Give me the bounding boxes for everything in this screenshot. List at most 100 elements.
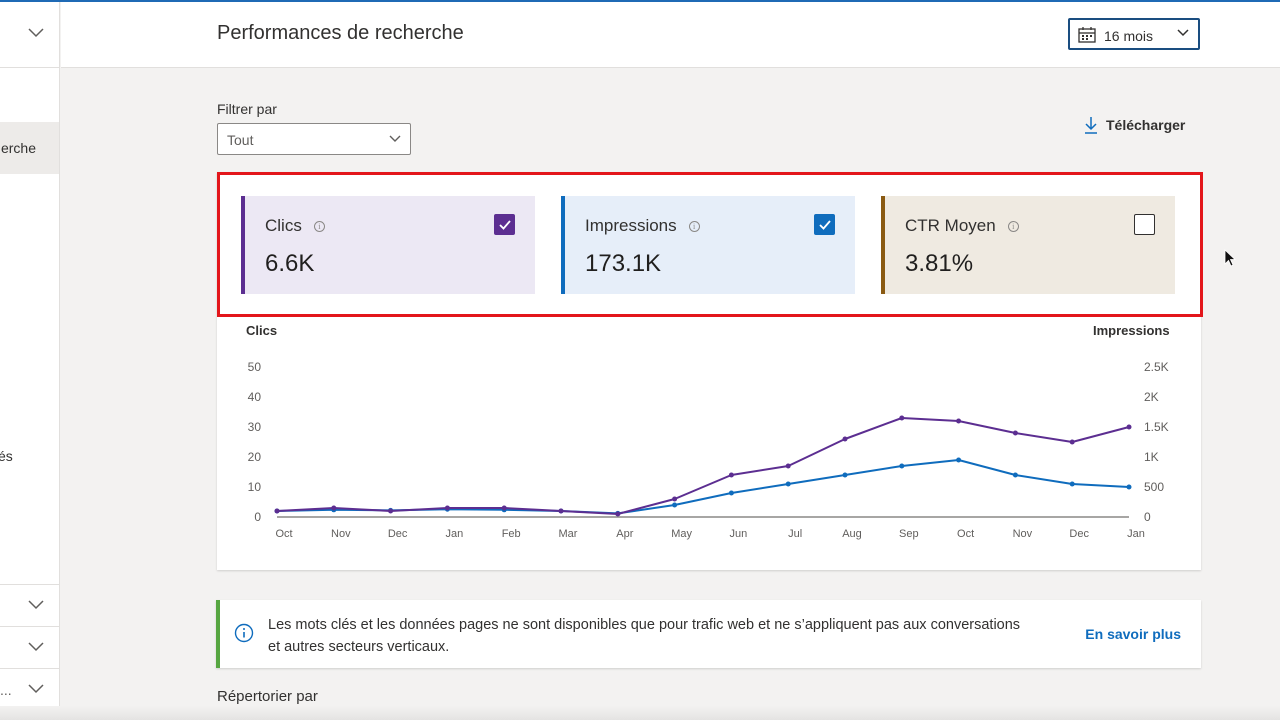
left-axis-tick-label: 30 xyxy=(248,420,262,434)
sidebar-divider xyxy=(0,626,59,627)
data-point-clics xyxy=(558,508,564,514)
data-point-clics xyxy=(785,463,791,469)
left-axis-title: Clics xyxy=(246,323,278,338)
data-point-clics xyxy=(615,511,621,517)
x-axis-tick-label: Nov xyxy=(331,528,351,540)
performance-line-chart[interactable]: 50 40 30 20 10 0 2.5K 2K 1.5K 1K 500 0 Oct Nov Dec Jan F… xyxy=(217,340,1201,550)
data-point-clics xyxy=(444,505,450,511)
sidebar-item-label: erche xyxy=(0,140,36,156)
data-point-impressions xyxy=(899,463,905,469)
chevron-down-icon[interactable] xyxy=(28,28,44,38)
x-axis-tick-label: Jan xyxy=(1127,528,1145,540)
mouse-cursor-icon xyxy=(1224,249,1237,267)
metric-checkbox-clics[interactable] xyxy=(494,214,515,235)
data-point-clics xyxy=(842,436,848,442)
data-point-clics xyxy=(899,415,905,421)
right-axis-tick-label: 2K xyxy=(1144,390,1159,404)
x-axis-tick-label: Sep xyxy=(899,528,919,540)
data-point-clics xyxy=(501,505,507,511)
info-icon[interactable]: i xyxy=(688,220,700,232)
data-point-impressions xyxy=(785,481,791,487)
metric-name-row: Impressions i xyxy=(585,216,700,236)
metric-value: 6.6K xyxy=(265,250,315,277)
metric-card-impressions[interactable]: Impressions i 173.1K xyxy=(561,196,855,294)
series-line-clics xyxy=(276,417,1130,515)
x-axis-tick-label: Oct xyxy=(957,528,974,540)
info-notice: Les mots clés et les données pages ne so… xyxy=(216,600,1201,668)
data-point-clics xyxy=(331,505,337,511)
metric-value: 3.81% xyxy=(905,250,974,277)
sidebar-item-keywords[interactable]: és xyxy=(0,448,13,464)
sidebar-divider xyxy=(0,584,59,585)
info-circle-icon xyxy=(234,623,254,643)
sidebar-item-search-performance[interactable]: erche xyxy=(0,122,59,174)
data-point-impressions xyxy=(842,472,848,478)
data-point-clics xyxy=(274,508,280,514)
left-axis-tick-label: 50 xyxy=(248,360,262,374)
sidebar-divider xyxy=(0,668,59,669)
x-axis-tick-label: Jul xyxy=(788,528,802,540)
data-point-clics xyxy=(388,508,394,514)
metric-name: CTR Moyen xyxy=(905,216,996,235)
x-axis-tick-label: Feb xyxy=(502,528,521,540)
chevron-down-icon[interactable] xyxy=(28,684,44,694)
filter-dropdown[interactable]: Tout xyxy=(217,123,411,155)
metric-name: Clics xyxy=(265,216,302,235)
bottom-fade xyxy=(0,706,1280,720)
data-point-clics xyxy=(956,418,962,424)
x-axis-tick-label: Mar xyxy=(559,528,578,540)
x-axis-tick-label: Oct xyxy=(275,528,292,540)
x-axis-tick-label: Jun xyxy=(730,528,748,540)
list-by-label: Répertorier par xyxy=(217,688,318,705)
left-axis-tick-label: 0 xyxy=(254,510,261,524)
sidebar-header xyxy=(0,2,59,68)
period-label: 16 mois xyxy=(1104,28,1154,44)
x-axis-tick-label: May xyxy=(671,528,692,540)
checkmark-icon xyxy=(818,219,831,230)
info-icon[interactable]: i xyxy=(313,220,325,232)
metric-name-row: CTR Moyen i xyxy=(905,216,1019,236)
metric-card-clics[interactable]: Clics i 6.6K xyxy=(241,196,535,294)
period-selector[interactable]: 16 mois xyxy=(1068,18,1200,50)
info-icon[interactable]: i xyxy=(1007,220,1019,232)
data-point-clics xyxy=(1069,439,1075,445)
learn-more-link[interactable]: En savoir plus xyxy=(1085,626,1181,642)
chevron-down-icon[interactable] xyxy=(28,642,44,652)
x-axis-tick-label: Nov xyxy=(1013,528,1033,540)
download-button[interactable]: Télécharger xyxy=(1084,116,1185,134)
annotation-highlight-box xyxy=(217,172,1203,317)
download-icon xyxy=(1085,117,1097,134)
sidebar-truncated-label: ... xyxy=(0,682,12,698)
checkmark-icon xyxy=(498,219,511,230)
chevron-down-icon[interactable] xyxy=(28,600,44,610)
left-axis-tick-label: 10 xyxy=(248,480,262,494)
metric-checkbox-impressions[interactable] xyxy=(814,214,835,235)
data-point-impressions xyxy=(1012,472,1018,478)
x-axis-tick-label: Jan xyxy=(446,528,464,540)
right-axis-title: Impressions xyxy=(1093,323,1170,338)
data-point-clics xyxy=(1012,430,1018,436)
right-axis-tick-label: 0 xyxy=(1144,510,1151,524)
right-axis-tick-label: 1K xyxy=(1144,450,1159,464)
metric-name-row: Clics i xyxy=(265,216,325,236)
data-point-impressions xyxy=(1126,484,1132,490)
left-axis-tick-label: 40 xyxy=(248,390,262,404)
metric-checkbox-ctr[interactable] xyxy=(1134,214,1155,235)
filter-label: Filtrer par xyxy=(217,101,277,117)
x-axis-tick-label: Dec xyxy=(388,528,408,540)
x-axis-tick-label: Aug xyxy=(842,528,862,540)
chevron-down-icon xyxy=(1177,29,1189,37)
metric-value: 173.1K xyxy=(585,250,662,277)
metric-card-ctr[interactable]: CTR Moyen i 3.81% xyxy=(881,196,1175,294)
x-axis-tick-label: Apr xyxy=(616,528,633,540)
right-axis-tick-label: 1.5K xyxy=(1144,420,1169,434)
top-accent-bar xyxy=(0,0,1280,2)
right-axis-tick-label: 500 xyxy=(1144,480,1164,494)
notice-text: Les mots clés et les données pages ne so… xyxy=(268,617,1021,655)
left-axis-tick-label: 20 xyxy=(248,450,262,464)
download-label: Télécharger xyxy=(1106,117,1186,133)
data-point-impressions xyxy=(728,490,734,496)
sidebar: erche és ... xyxy=(0,2,60,720)
page-header: Performances de recherche 16 mois xyxy=(61,2,1280,68)
data-point-clics xyxy=(672,496,678,502)
